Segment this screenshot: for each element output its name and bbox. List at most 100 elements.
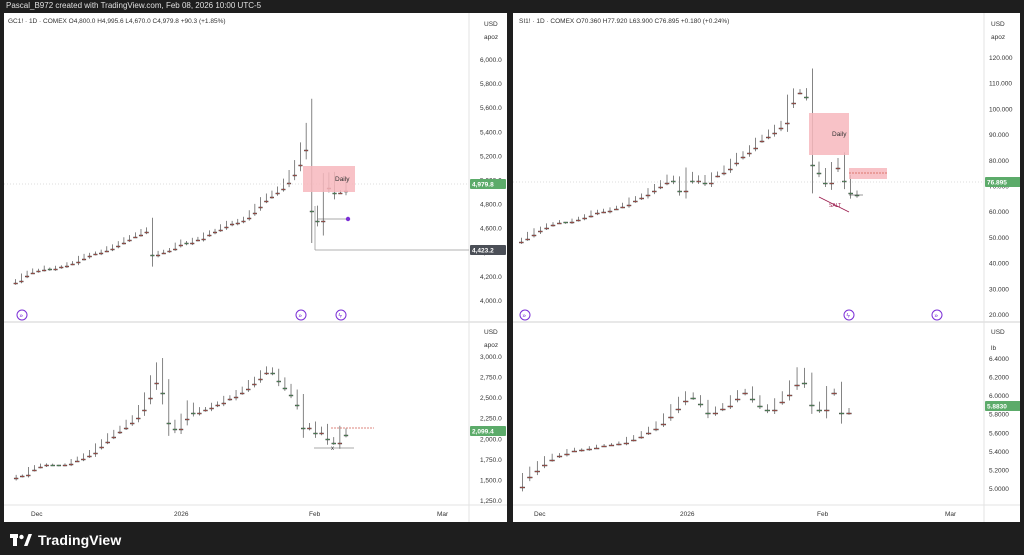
left-lower-candle [227,398,233,401]
left-lower-tick: 1,250.0 [480,498,502,505]
right-lower-candle [794,384,800,387]
left-dividend-icon-glyph: ϟ [338,312,342,319]
right-candle [677,190,682,193]
right-lower-tick: 5.4000 [989,449,1009,456]
right-candle [728,168,733,171]
left-zone-label: Daily [335,176,350,183]
right-candle [557,222,562,225]
right-candle [766,136,771,139]
right-lower-candle [697,403,704,406]
right-lower-candle [742,392,748,395]
right-lower-candle [764,409,770,412]
left-candle [104,250,109,253]
left-chart-title: GC1! · 1D · COMEX O4,800.0 H4,995.6 L4,6… [8,18,226,25]
right-candle [734,162,739,165]
right-lower-candle [839,412,845,415]
left-candle [304,149,309,152]
left-lower-candle [105,441,110,444]
right-candle [614,208,619,211]
right-lower-candle [527,476,533,479]
left-candle [138,234,144,237]
right-lower-tick: 6.4000 [989,356,1009,363]
left-candle [82,258,87,261]
right-lower-candle [556,455,563,458]
left-candle [144,231,149,234]
left-candle [42,269,47,272]
right-candle [690,180,695,183]
left-candle [195,239,200,242]
right-candle [816,172,822,175]
left-lower-candle [197,412,202,415]
right-candle [791,102,796,105]
right-candle [721,172,727,175]
right-lower-candle [779,401,785,404]
left-candle [30,272,35,275]
left-candle [298,164,303,167]
left-lower-candle [270,372,275,375]
right-chart-canvas[interactable]: 120.000110.000100.00090.00080.00070.0006… [513,13,1020,522]
left-lower-candle [111,436,117,439]
left-lower-candle [203,409,208,412]
left-chart-canvas[interactable]: 6,000.05,800.05,600.05,400.05,200.05,000… [4,13,507,522]
right-price-tick: 30.000 [989,286,1009,293]
credit-text: Pascal_B972 created with TradingView.com… [6,1,262,10]
right-zone-label: Daily [832,131,847,138]
right-lower-candle [675,408,681,411]
left-candle [76,261,81,264]
right-candle [709,182,714,185]
left-lower-candle [130,422,135,425]
right-small-zone [849,168,887,179]
right-lower-tick: 5.6000 [989,430,1009,437]
left-candle [258,206,263,209]
left-scale-label: apoz [484,34,499,41]
left-lower-candle [62,464,68,467]
left-lower-tick: 1,500.0 [480,477,502,484]
left-lower-candle [68,463,74,466]
left-lower-candle [154,382,159,385]
left-lower-candle [20,475,25,478]
left-lower-price-badge: 2,099.4 [472,429,494,436]
right-candle [626,204,632,207]
left-candle [264,200,269,203]
left-lower-candle [136,417,141,420]
right-lower-candle [690,397,696,400]
left-lower-candle [282,387,288,390]
left-lower-candle [337,442,343,445]
tradingview-logo[interactable]: TradingView [10,532,121,548]
right-lower-candle [594,447,600,450]
right-dividend-icon [843,309,855,321]
right-lower-tick: 5.0000 [989,486,1009,493]
left-price-tick: 4,800.0 [480,202,502,209]
left-lower-candle [50,464,55,467]
right-price-tick: 20.000 [989,312,1009,319]
left-time-tick: Dec [31,511,43,518]
left-candle [156,254,161,257]
left-daily-zone [303,166,355,192]
left-candle [47,268,52,271]
left-lower-candle [307,427,312,430]
right-chart-title: SI1! · 1D · COMEX O70.360 H77.920 L63.90… [519,18,730,25]
left-candle [36,270,41,273]
left-lower-candle [313,432,318,435]
right-price-badge-bg [985,177,1020,187]
right-lower-candle [831,392,837,395]
left-candle [190,242,195,245]
left-candle [247,217,252,220]
left-chart-panel[interactable]: 6,000.05,800.05,600.05,400.05,200.05,000… [4,13,507,522]
left-lower-candle [99,446,104,449]
right-lower-candle [571,450,577,453]
left-lower-candle [331,442,336,445]
left-price-badge: 4,979.8 [472,182,494,189]
left-candle [133,236,138,239]
right-time-tick: Feb [817,511,829,518]
left-candle [64,265,69,268]
right-candle [683,190,689,193]
left-lower-candle [288,394,294,397]
tradingview-logo-icon [10,533,32,546]
right-lower-candle [519,486,525,489]
right-candle [753,147,758,150]
right-candle [759,140,765,143]
left-lower-candle [319,432,324,435]
left-candle [93,253,98,256]
right-chart-panel[interactable]: 120.000110.000100.00090.00080.00070.0006… [513,13,1020,522]
